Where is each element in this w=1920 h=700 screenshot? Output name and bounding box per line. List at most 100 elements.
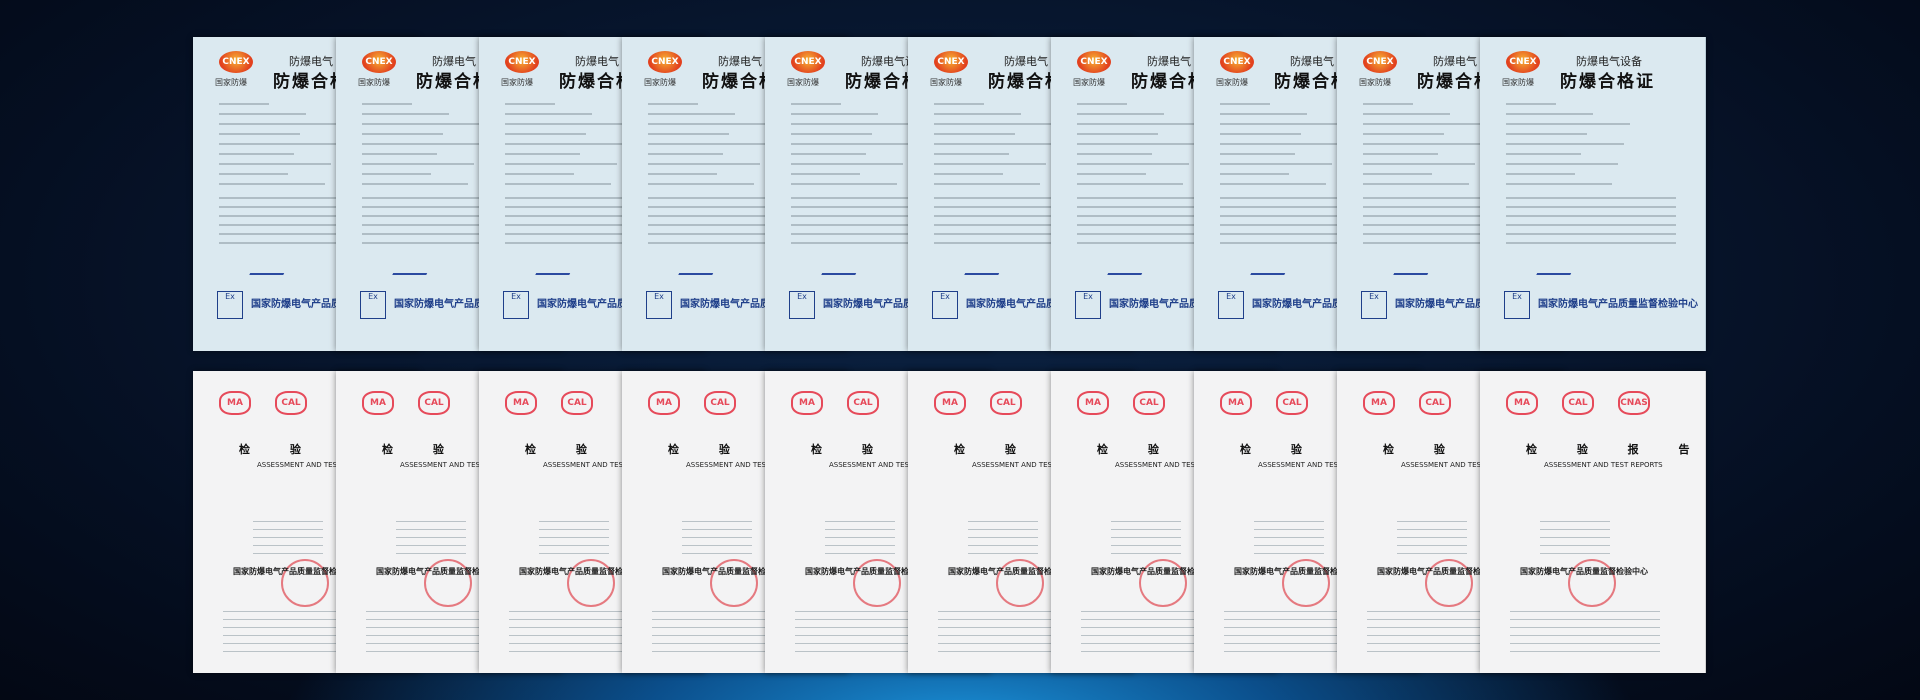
text-line xyxy=(938,643,1088,644)
certificate-category: 防爆电气设备 xyxy=(1576,55,1642,68)
text-line xyxy=(968,537,1038,538)
text-line xyxy=(396,529,466,530)
report-subtitle: ASSESSMENT AND TEST REPORTS xyxy=(1258,461,1377,469)
text-line xyxy=(1363,173,1432,175)
certificate-brand: 国家防爆 xyxy=(1216,78,1248,87)
text-line xyxy=(1224,643,1374,644)
text-line xyxy=(825,529,895,530)
accreditation-mark: CAL xyxy=(561,391,593,415)
text-line xyxy=(1220,153,1295,155)
text-line xyxy=(505,197,675,199)
text-line xyxy=(791,103,841,105)
text-line xyxy=(366,635,516,636)
text-line xyxy=(396,537,466,538)
text-line xyxy=(1224,611,1374,612)
text-line xyxy=(1510,643,1660,644)
text-line xyxy=(652,627,802,628)
text-line xyxy=(968,521,1038,522)
text-line xyxy=(791,113,878,115)
ex-badge: Ex xyxy=(789,291,815,319)
text-line xyxy=(934,103,984,105)
red-seal xyxy=(1425,559,1473,607)
text-line xyxy=(795,651,945,652)
text-line xyxy=(1363,133,1444,135)
signature xyxy=(249,259,291,275)
text-line xyxy=(362,123,486,125)
text-line xyxy=(1363,103,1413,105)
text-line xyxy=(1081,635,1231,636)
certificate-issuer: 国家防爆电气产品质量监督检验中心 xyxy=(1109,299,1269,310)
text-line xyxy=(648,206,818,208)
text-line xyxy=(795,627,945,628)
text-line xyxy=(791,183,897,185)
certificate-issuer: 国家防爆电气产品质量监督检验中心 xyxy=(1395,299,1555,310)
text-line xyxy=(934,215,1104,217)
text-line xyxy=(362,143,480,145)
text-line xyxy=(505,183,611,185)
text-line xyxy=(648,215,818,217)
red-seal xyxy=(1282,559,1330,607)
accreditation-mark: MA xyxy=(1220,391,1252,415)
text-line xyxy=(791,153,866,155)
text-line xyxy=(366,643,516,644)
report-issuer: 国家防爆电气产品质量监督检验中心 xyxy=(1520,567,1648,576)
report-subtitle: ASSESSMENT AND TEST REPORTS xyxy=(1401,461,1520,469)
ex-badge: Ex xyxy=(360,291,386,319)
text-line xyxy=(1220,233,1390,235)
text-line xyxy=(648,224,818,226)
accreditation-mark: CAL xyxy=(1276,391,1308,415)
text-line xyxy=(539,529,609,530)
text-line xyxy=(791,143,909,145)
certificate-brand: 国家防爆 xyxy=(1359,78,1391,87)
text-line xyxy=(938,627,1088,628)
text-line xyxy=(682,521,752,522)
text-line xyxy=(253,545,323,546)
text-line xyxy=(1081,643,1231,644)
accreditation-mark: CAL xyxy=(275,391,307,415)
text-line xyxy=(938,651,1088,652)
text-line xyxy=(791,206,961,208)
text-line xyxy=(539,553,609,554)
text-line xyxy=(1363,123,1487,125)
report-issuer: 国家防爆电气产品质量监督检验中心 xyxy=(376,567,504,576)
text-line xyxy=(219,206,389,208)
text-line xyxy=(1540,553,1610,554)
certificate: CNEX 国家防爆 防爆电气设备 防爆合格证 Ex 国家防爆电气产品质量监督检验中心 xyxy=(1480,37,1706,351)
text-line xyxy=(1510,651,1660,652)
report-subtitle: ASSESSMENT AND TEST REPORTS xyxy=(1115,461,1234,469)
text-line xyxy=(934,133,1015,135)
text-line xyxy=(1220,113,1307,115)
text-line xyxy=(968,529,1038,530)
accreditation-mark: MA xyxy=(505,391,537,415)
red-seal xyxy=(853,559,901,607)
text-line xyxy=(682,537,752,538)
signature xyxy=(964,259,1006,275)
report-subtitle: ASSESSMENT AND TEST REPORTS xyxy=(829,461,948,469)
text-line xyxy=(795,643,945,644)
text-line xyxy=(223,627,373,628)
certificate-brand: 国家防爆 xyxy=(1073,78,1105,87)
text-line xyxy=(934,163,1046,165)
text-line xyxy=(1111,537,1181,538)
report-issuer: 国家防爆电气产品质量监督检验中心 xyxy=(662,567,790,576)
report-issuer: 国家防爆电气产品质量监督检验中心 xyxy=(233,567,361,576)
text-line xyxy=(1363,224,1533,226)
certificate-category: 防爆电气 xyxy=(289,55,333,68)
text-line xyxy=(1506,133,1587,135)
text-line xyxy=(1506,215,1676,217)
text-line xyxy=(934,183,1040,185)
accreditation-mark: CAL xyxy=(990,391,1022,415)
text-line xyxy=(1510,611,1660,612)
text-line xyxy=(1540,537,1610,538)
red-seal xyxy=(567,559,615,607)
text-line xyxy=(362,224,532,226)
text-line xyxy=(362,183,468,185)
text-line xyxy=(1254,545,1324,546)
text-line xyxy=(652,611,802,612)
red-seal xyxy=(1139,559,1187,607)
cnex-logo: CNEX xyxy=(791,51,825,73)
ex-badge: Ex xyxy=(1218,291,1244,319)
text-line xyxy=(1077,143,1195,145)
text-line xyxy=(934,233,1104,235)
